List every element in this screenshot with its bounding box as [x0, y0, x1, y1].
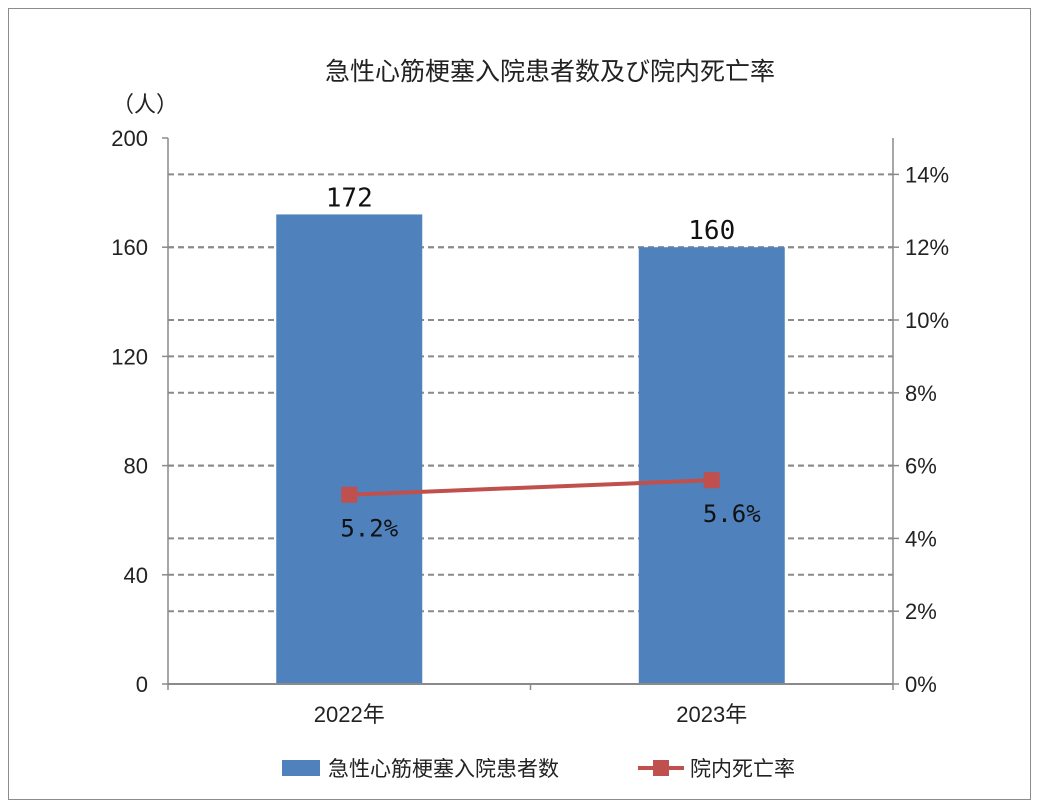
bar-data-label-1: 160	[688, 216, 735, 246]
y-right-tick-label-1: 2%	[905, 599, 937, 624]
y-right-tick-label-4: 8%	[905, 381, 937, 406]
y-right-tick-label-6: 12%	[905, 235, 949, 260]
line-data-label-0: 5.2%	[340, 515, 398, 543]
legend-label-bar: 急性心筋梗塞入院患者数	[328, 757, 559, 781]
y-right-tick-label-0: 0%	[905, 672, 937, 697]
y-left-tick-label-0: 0	[136, 672, 148, 697]
line-data-label-1: 5.6%	[703, 500, 761, 528]
x-tick-label-0: 2022年	[314, 702, 385, 727]
y-right-tick-label-3: 6%	[905, 454, 937, 479]
y-left-tick-label-1: 40	[124, 563, 148, 588]
chart-frame	[8, 8, 1031, 800]
line-point-1	[703, 472, 720, 489]
x-tick-label-1: 2023年	[676, 702, 747, 727]
y-right-tick-label-2: 4%	[905, 526, 937, 551]
chart-title: 急性心筋梗塞入院患者数及び院内死亡率	[325, 57, 775, 86]
legend-label-line: 院内死亡率	[690, 757, 795, 781]
legend-swatch-bar	[282, 760, 320, 776]
line-point-0	[341, 486, 358, 503]
y-left-tick-label-4: 160	[111, 235, 148, 260]
y-left-tick-label-2: 80	[124, 454, 148, 479]
bar-0	[276, 214, 423, 684]
legend-marker-line	[653, 760, 669, 776]
bar-1	[638, 247, 785, 684]
line-series	[349, 478, 712, 497]
y-right-tick-label-5: 10%	[905, 308, 949, 333]
y-left-tick-label-5: 200	[111, 126, 148, 151]
y-right-tick-label-7: 14%	[905, 162, 949, 187]
bar-data-label-0: 172	[326, 183, 373, 213]
y-left-unit: （人）	[112, 93, 178, 118]
y-left-tick-label-3: 120	[111, 344, 148, 369]
